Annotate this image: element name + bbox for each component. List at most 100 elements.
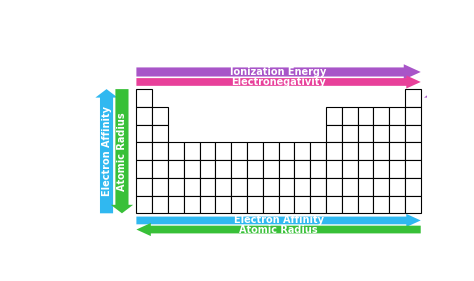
Text: Atomic Radius: Atomic Radius [239, 225, 318, 235]
Bar [263, 196, 279, 213]
Bar [247, 160, 263, 178]
Bar [152, 107, 168, 124]
Bar [168, 160, 184, 178]
Bar [310, 178, 326, 196]
Bar [374, 196, 389, 213]
Text: Ionization Energy: Ionization Energy [230, 67, 327, 77]
Text: Electronegativity: Electronegativity [446, 104, 456, 199]
Bar [184, 160, 200, 178]
Bar [357, 124, 374, 142]
Bar [294, 178, 310, 196]
Text: Ionization Energy: Ionization Energy [430, 103, 440, 200]
Bar [152, 196, 168, 213]
Bar [231, 178, 247, 196]
Polygon shape [137, 75, 421, 89]
Bar [342, 196, 357, 213]
Bar [342, 124, 357, 142]
Text: Atomic Radius: Atomic Radius [117, 112, 127, 191]
Bar [279, 160, 294, 178]
Bar [389, 124, 405, 142]
Bar [200, 196, 215, 213]
Bar [247, 142, 263, 160]
Bar [247, 178, 263, 196]
Bar [263, 178, 279, 196]
Bar [405, 89, 421, 107]
Bar [184, 196, 200, 213]
Polygon shape [137, 214, 421, 227]
Polygon shape [137, 223, 421, 236]
Bar [357, 160, 374, 178]
Bar [405, 160, 421, 178]
Bar [389, 196, 405, 213]
Bar [279, 178, 294, 196]
Bar [168, 142, 184, 160]
Bar [215, 196, 231, 213]
Bar [374, 107, 389, 124]
Bar [279, 196, 294, 213]
Bar [405, 142, 421, 160]
Bar [405, 107, 421, 124]
Text: Electron Affinity: Electron Affinity [101, 106, 111, 196]
Bar [374, 124, 389, 142]
Bar [152, 160, 168, 178]
Bar [215, 160, 231, 178]
Bar [389, 160, 405, 178]
Bar [389, 178, 405, 196]
Bar [184, 142, 200, 160]
Bar [326, 160, 342, 178]
Text: Electron Affinity: Electron Affinity [234, 216, 324, 225]
Bar [374, 160, 389, 178]
Bar [137, 89, 152, 107]
Bar [152, 124, 168, 142]
Bar [310, 196, 326, 213]
Bar [326, 107, 342, 124]
Bar [137, 142, 152, 160]
Bar [326, 178, 342, 196]
Bar [168, 196, 184, 213]
Bar [215, 142, 231, 160]
Bar [184, 178, 200, 196]
Bar [200, 178, 215, 196]
Bar [342, 178, 357, 196]
Bar [374, 178, 389, 196]
Bar [294, 196, 310, 213]
Bar [326, 124, 342, 142]
Bar [357, 142, 374, 160]
Bar [405, 196, 421, 213]
Bar [310, 142, 326, 160]
Bar [389, 142, 405, 160]
Bar [231, 142, 247, 160]
Bar [231, 196, 247, 213]
Bar [357, 178, 374, 196]
Bar [137, 196, 152, 213]
Bar [342, 160, 357, 178]
Bar [342, 107, 357, 124]
Polygon shape [111, 89, 133, 213]
Bar [294, 160, 310, 178]
Bar [215, 178, 231, 196]
Bar [137, 124, 152, 142]
Bar [374, 142, 389, 160]
Polygon shape [439, 89, 462, 213]
Bar [231, 160, 247, 178]
Bar [357, 107, 374, 124]
Bar [326, 142, 342, 160]
Bar [200, 142, 215, 160]
Bar [405, 178, 421, 196]
Bar [168, 178, 184, 196]
Bar [152, 142, 168, 160]
Polygon shape [137, 64, 421, 80]
Bar [200, 160, 215, 178]
Bar [137, 178, 152, 196]
Bar [263, 142, 279, 160]
Polygon shape [95, 89, 118, 213]
Bar [247, 196, 263, 213]
Bar [137, 160, 152, 178]
Bar [310, 160, 326, 178]
Bar [294, 142, 310, 160]
Bar [326, 196, 342, 213]
Bar [342, 142, 357, 160]
Text: Electronegativity: Electronegativity [231, 77, 326, 87]
Polygon shape [424, 89, 447, 213]
Bar [405, 124, 421, 142]
